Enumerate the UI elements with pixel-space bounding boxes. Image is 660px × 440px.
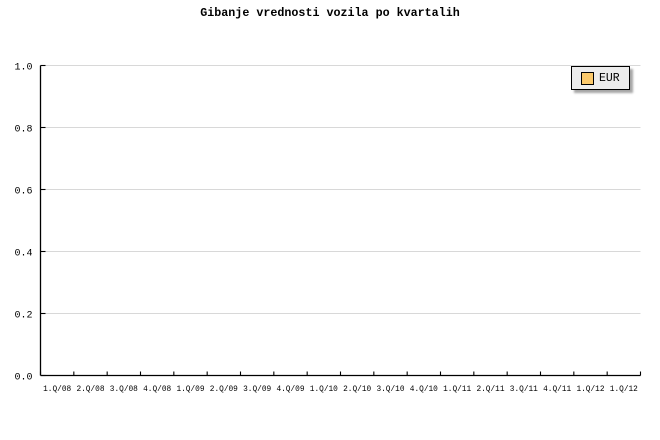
svg-text:4.Q/09: 4.Q/09 (276, 386, 304, 394)
svg-text:1.Q/09: 1.Q/09 (176, 386, 204, 394)
svg-text:4.Q/10: 4.Q/10 (410, 386, 438, 394)
svg-text:2.Q/10: 2.Q/10 (343, 386, 371, 394)
svg-text:3.Q/08: 3.Q/08 (110, 386, 138, 394)
svg-text:0.2: 0.2 (14, 311, 32, 322)
svg-text:4.Q/08: 4.Q/08 (143, 386, 171, 394)
svg-text:0.0: 0.0 (14, 373, 32, 384)
svg-text:0.4: 0.4 (14, 249, 32, 260)
svg-text:4.Q/11: 4.Q/11 (543, 386, 571, 394)
svg-text:2.Q/11: 2.Q/11 (476, 386, 504, 394)
svg-text:1.Q/11: 1.Q/11 (443, 386, 471, 394)
svg-text:0.6: 0.6 (14, 187, 32, 198)
svg-text:3.Q/10: 3.Q/10 (376, 386, 404, 394)
svg-text:1.Q/12: 1.Q/12 (610, 386, 638, 394)
svg-text:0.8: 0.8 (14, 125, 32, 136)
svg-text:1.0: 1.0 (14, 63, 32, 74)
svg-text:3.Q/09: 3.Q/09 (243, 386, 271, 394)
svg-text:1.Q/08: 1.Q/08 (43, 386, 71, 394)
svg-text:1.Q/10: 1.Q/10 (310, 386, 338, 394)
svg-text:2.Q/09: 2.Q/09 (210, 386, 238, 394)
svg-text:3.Q/11: 3.Q/11 (510, 386, 538, 394)
svg-text:2.Q/08: 2.Q/08 (76, 386, 104, 394)
svg-text:1.Q/12: 1.Q/12 (576, 386, 604, 394)
